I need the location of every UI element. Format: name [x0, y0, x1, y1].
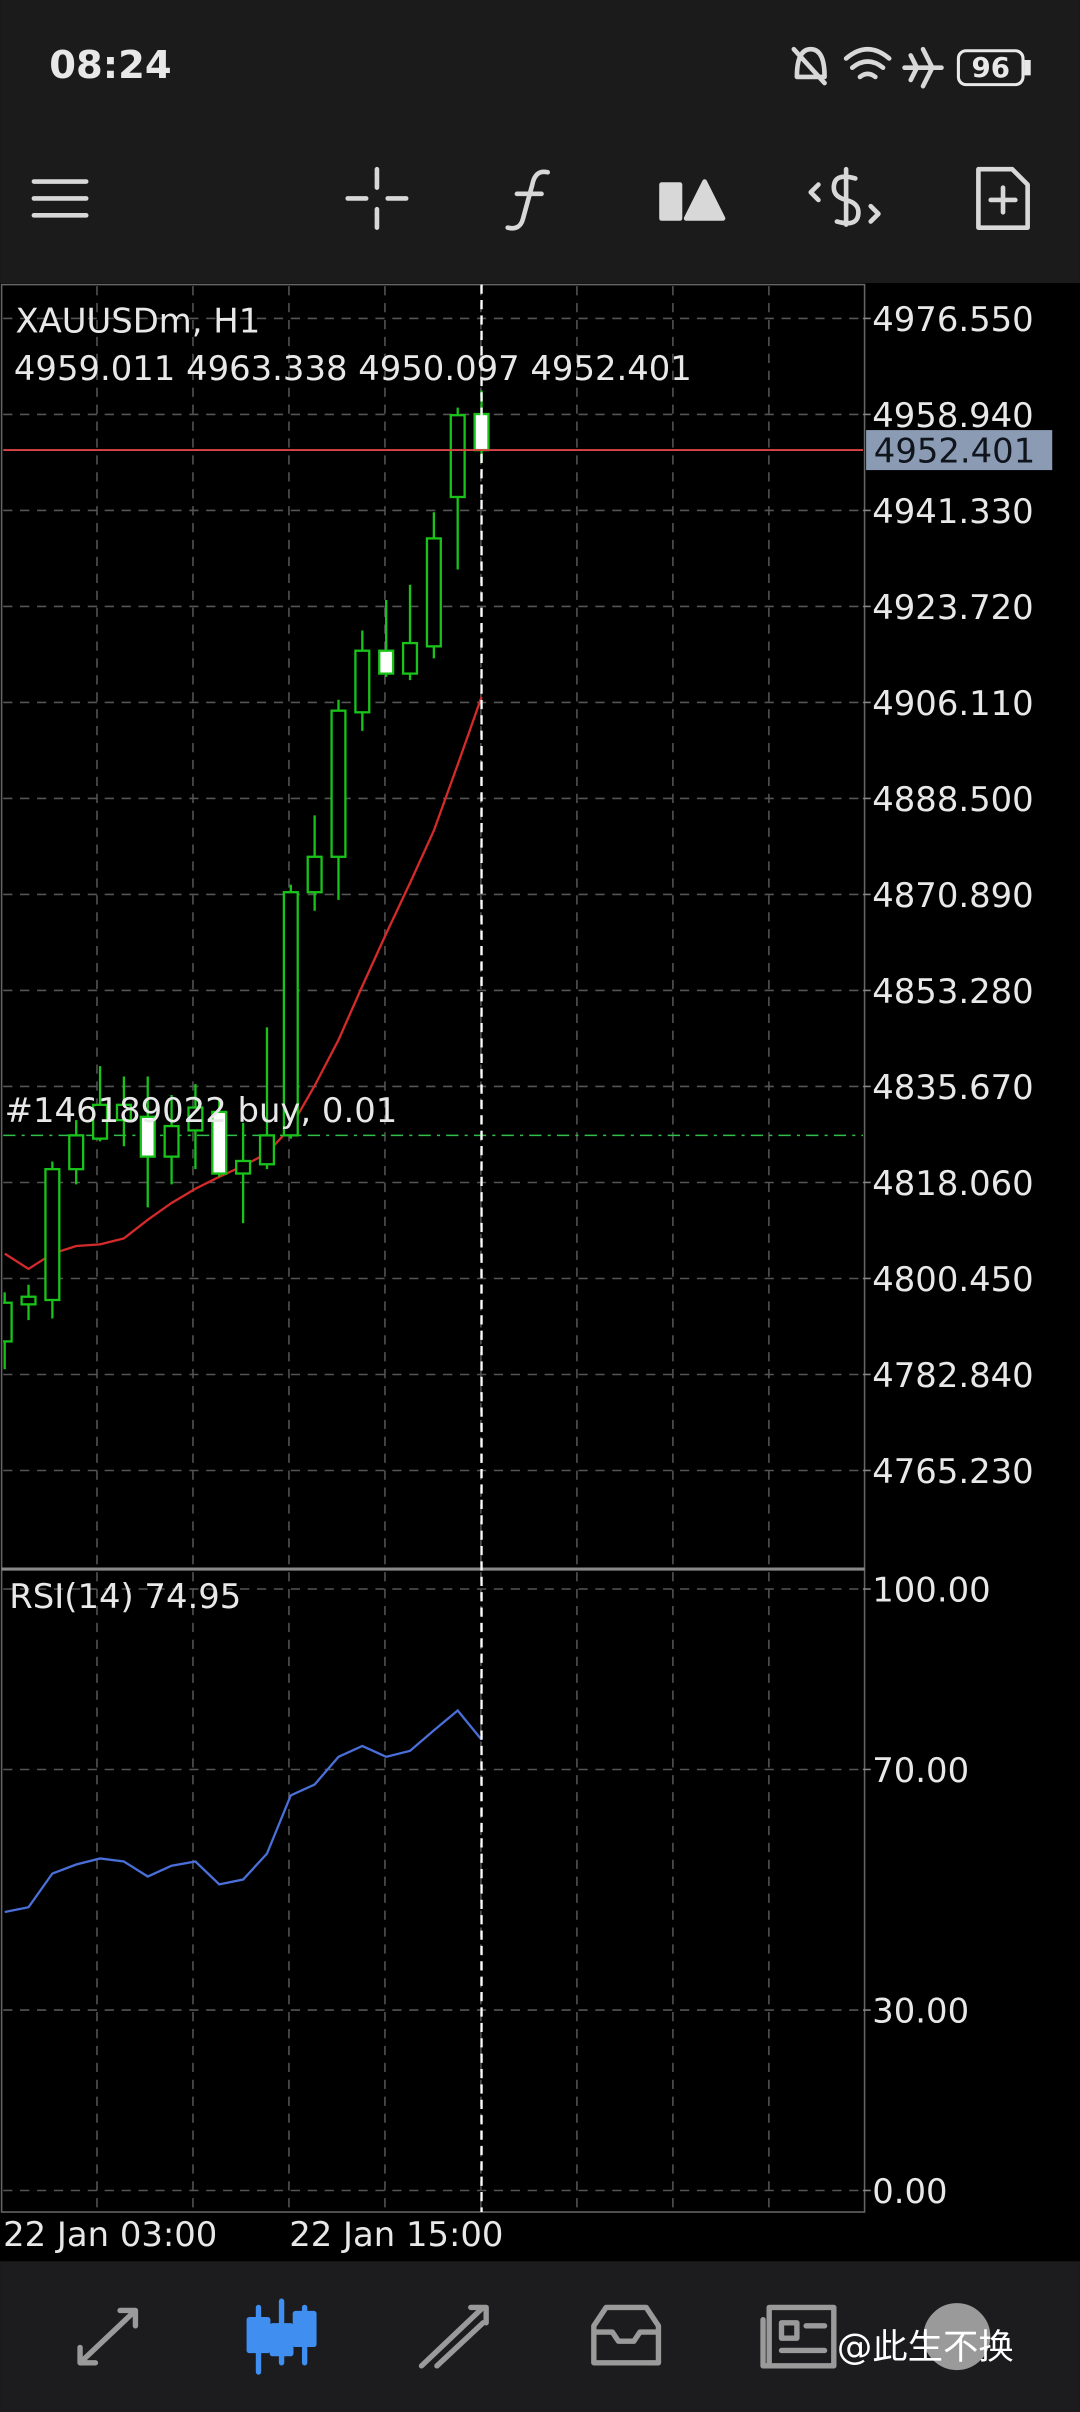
candle-body — [115, 1103, 132, 1122]
candle-body — [235, 1159, 252, 1175]
trade-button[interactable] — [808, 166, 881, 227]
candle-body — [44, 1168, 61, 1302]
nav-trade[interactable] — [418, 2304, 489, 2369]
crosshair-button[interactable] — [345, 166, 409, 230]
y-tick-label: 70.00 — [872, 1751, 969, 1790]
y-tick-label: 4976.550 — [872, 300, 1033, 339]
x-tick-label: 22 Jan 03:00 — [3, 2215, 217, 2254]
y-tick-label: 100.00 — [872, 1571, 990, 1610]
y-tick-label: 4870.890 — [872, 876, 1033, 915]
order-label: #146189022 buy, 0.01 — [5, 1091, 398, 1130]
y-tick-label: 4853.280 — [872, 972, 1033, 1011]
new-order-button[interactable] — [976, 166, 1030, 230]
axes: 4976.550 4958.940 4941.330 4923.720 4906.110… — [3, 300, 1053, 2254]
status-icons — [791, 46, 944, 89]
objects-button[interactable] — [659, 179, 726, 221]
battery-tip — [1024, 59, 1031, 76]
price-panel — [3, 317, 864, 1472]
y-tick-label: 4782.840 — [872, 1356, 1033, 1395]
y-tick-label: 4835.670 — [872, 1068, 1033, 1107]
indicators-button[interactable] — [505, 169, 550, 231]
ohlc-readout: 4959.011 4963.338 4950.097 4952.401 — [14, 349, 692, 388]
y-tick-label: 4906.110 — [872, 684, 1033, 723]
y-tick-label: 4818.060 — [872, 1164, 1033, 1203]
toolbar[interactable] — [31, 166, 1030, 231]
y-tick-label: 4800.450 — [872, 1260, 1033, 1299]
watermark: @此生不换 — [837, 2327, 1014, 2368]
rsi-line — [4, 1708, 483, 1914]
y-tick-label: 4958.940 — [872, 396, 1033, 435]
candle-body — [401, 641, 419, 675]
candle-body — [354, 649, 371, 714]
y-tick-label: 4941.330 — [872, 492, 1033, 531]
current-price-label: 4952.401 — [874, 432, 1035, 471]
clock: 08:24 — [49, 43, 171, 88]
nav-history[interactable] — [591, 2304, 662, 2366]
battery — [956, 49, 1025, 87]
rsi-title: RSI(14) 74.95 — [9, 1577, 241, 1616]
candle-body — [139, 1115, 156, 1158]
x-tick-label: 22 Jan 15:00 — [289, 2215, 503, 2254]
top-bar — [0, 0, 1080, 284]
y-tick-label: 4888.500 — [872, 780, 1033, 819]
nav-messages[interactable] — [923, 2303, 991, 2371]
nav-icons[interactable] — [77, 2298, 991, 2375]
bottom-nav — [0, 2261, 1080, 2412]
symbol-title: XAUUSDm, H1 — [15, 302, 260, 341]
nav-quotes[interactable] — [77, 2307, 139, 2366]
current-price-box — [866, 430, 1053, 471]
candle-body — [187, 1106, 204, 1132]
candle-body — [68, 1134, 85, 1171]
candle-body — [378, 649, 395, 675]
candle-body — [258, 1134, 276, 1166]
chart-frame — [0, 283, 866, 2213]
candle-body — [330, 709, 347, 858]
candle-body — [449, 414, 466, 499]
y-tick-label: 4923.720 — [872, 588, 1033, 627]
y-tick-label: 0.00 — [872, 2172, 947, 2211]
candle-body — [163, 1124, 180, 1158]
y-tick-label: 30.00 — [872, 1992, 969, 2031]
candle-body — [20, 1295, 37, 1306]
candle-body — [306, 855, 323, 894]
candle-body — [425, 537, 442, 648]
candle-body — [91, 1103, 109, 1140]
nav-chart[interactable] — [246, 2298, 317, 2375]
battery-level: 96 — [971, 51, 1010, 84]
candle-body — [282, 891, 299, 1137]
menu-button[interactable] — [31, 179, 89, 218]
candle-body — [211, 1110, 228, 1175]
y-tick-label: 4765.230 — [872, 1452, 1033, 1491]
nav-news[interactable] — [760, 2304, 837, 2369]
candle-body — [3, 1301, 13, 1343]
rsi-panel — [3, 1588, 864, 2192]
